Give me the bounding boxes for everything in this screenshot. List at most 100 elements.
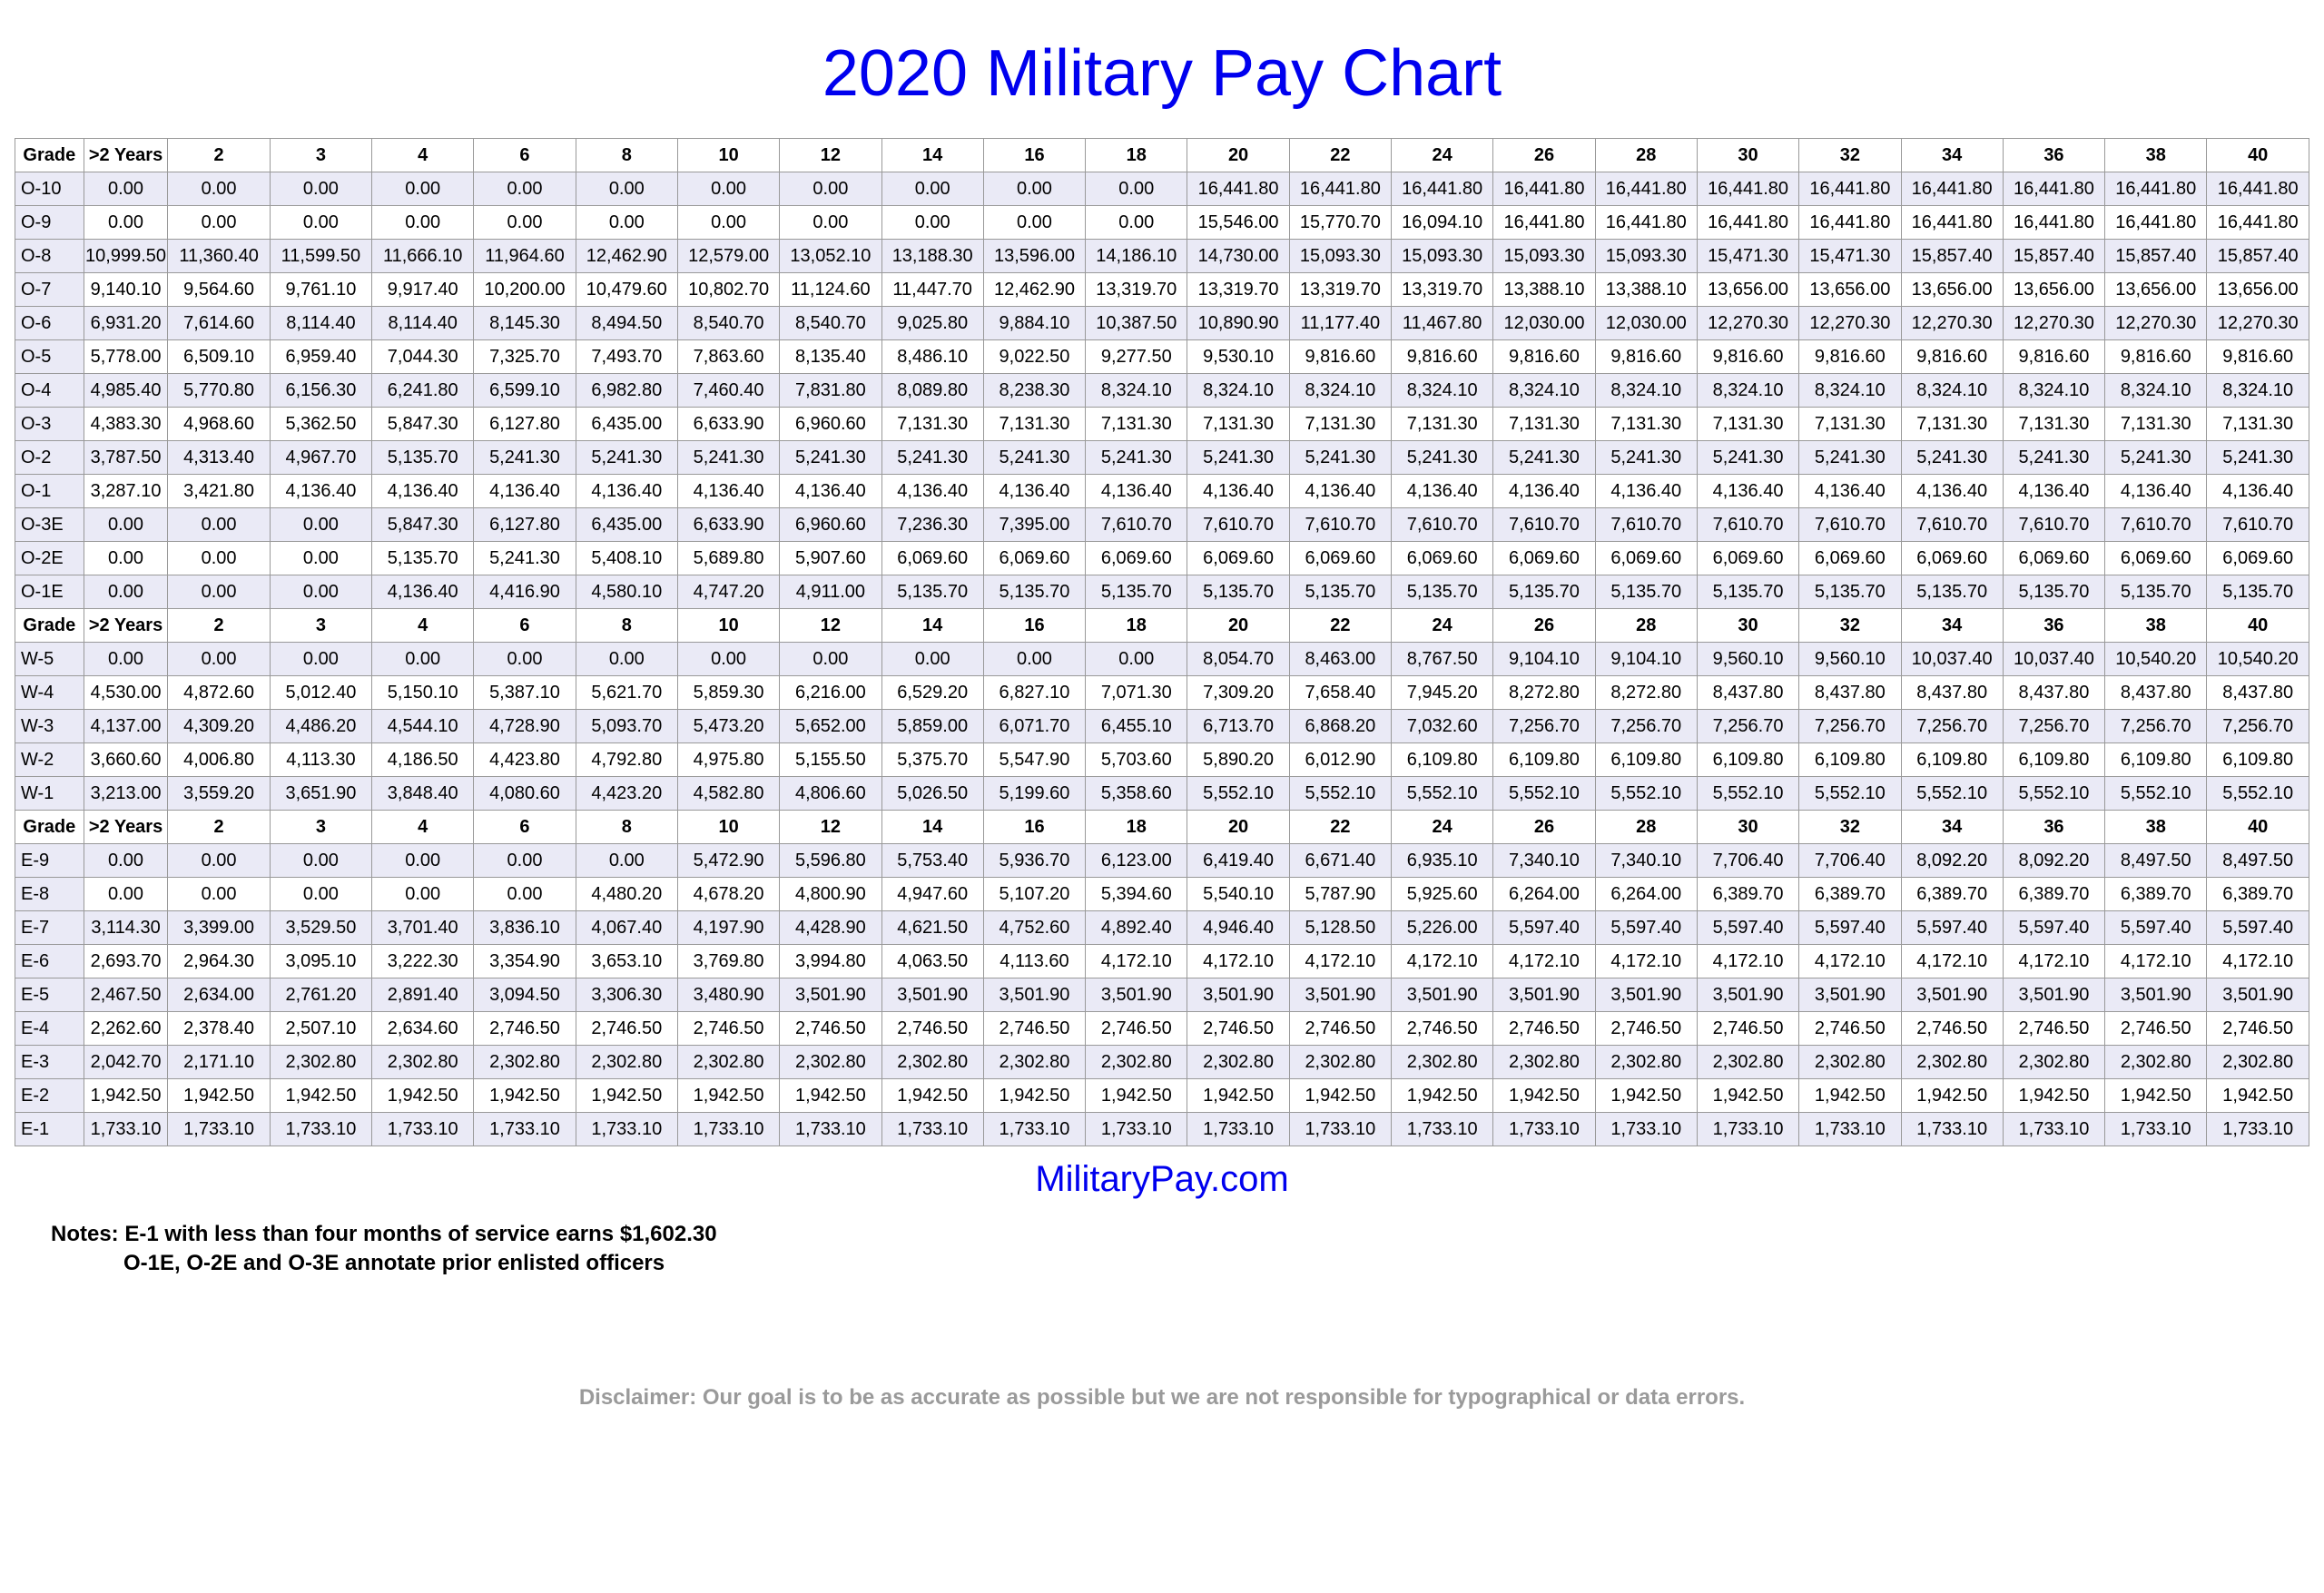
- pay-cell: 5,753.40: [881, 844, 983, 878]
- pay-cell: 6,109.80: [2105, 743, 2207, 777]
- pay-cell: 4,172.10: [1799, 945, 1901, 978]
- pay-cell: 7,256.70: [1493, 710, 1595, 743]
- pay-cell: 0.00: [576, 643, 677, 676]
- column-header: 18: [1086, 811, 1187, 844]
- pay-cell: 8,486.10: [881, 340, 983, 374]
- pay-cell: 13,319.70: [1086, 273, 1187, 307]
- pay-cell: 5,135.70: [1289, 575, 1391, 609]
- column-header: 26: [1493, 811, 1595, 844]
- pay-cell: 4,752.60: [983, 911, 1085, 945]
- pay-cell: 6,069.60: [1392, 542, 1493, 575]
- column-header: 6: [474, 609, 576, 643]
- pay-cell: 5,936.70: [983, 844, 1085, 878]
- pay-cell: 5,135.70: [1392, 575, 1493, 609]
- pay-cell: 3,399.00: [168, 911, 270, 945]
- pay-cell: 1,733.10: [1595, 1113, 1697, 1146]
- pay-cell: 3,769.80: [677, 945, 779, 978]
- pay-cell: 13,188.30: [881, 240, 983, 273]
- pay-cell: 1,733.10: [983, 1113, 1085, 1146]
- pay-cell: 7,044.30: [372, 340, 474, 374]
- pay-cell: 7,309.20: [1187, 676, 1289, 710]
- pay-cell: 3,306.30: [576, 978, 677, 1012]
- pay-cell: 4,911.00: [780, 575, 881, 609]
- pay-cell: 1,942.50: [2003, 1079, 2104, 1113]
- pay-cell: 12,462.90: [576, 240, 677, 273]
- pay-cell: 16,441.80: [1901, 172, 2003, 206]
- pay-cell: 13,656.00: [2105, 273, 2207, 307]
- pay-cell: 7,610.70: [2003, 508, 2104, 542]
- pay-cell: 7,131.30: [1595, 408, 1697, 441]
- column-header: 38: [2105, 609, 2207, 643]
- pay-cell: 16,441.80: [2105, 172, 2207, 206]
- pay-cell: 1,733.10: [2207, 1113, 2309, 1146]
- pay-cell: 5,847.30: [372, 508, 474, 542]
- pay-cell: 7,614.60: [168, 307, 270, 340]
- pay-cell: 6,109.80: [1697, 743, 1798, 777]
- pay-cell: 2,507.10: [270, 1012, 371, 1046]
- column-header: 4: [372, 811, 474, 844]
- pay-cell: 6,509.10: [168, 340, 270, 374]
- pay-cell: 4,113.60: [983, 945, 1085, 978]
- pay-cell: 9,816.60: [1697, 340, 1798, 374]
- pay-cell: 16,441.80: [1799, 172, 1901, 206]
- pay-cell: 6,069.60: [1595, 542, 1697, 575]
- pay-cell: 4,792.80: [576, 743, 677, 777]
- pay-cell: 4,728.90: [474, 710, 576, 743]
- pay-cell: 8,324.10: [1289, 374, 1391, 408]
- pay-cell: 8,497.50: [2207, 844, 2309, 878]
- pay-cell: 8,437.80: [1697, 676, 1798, 710]
- table-row: O-44,985.405,770.806,156.306,241.806,599…: [15, 374, 2309, 408]
- pay-cell: 12,270.30: [1799, 307, 1901, 340]
- pay-cell: 12,270.30: [2207, 307, 2309, 340]
- pay-cell: 13,319.70: [1289, 273, 1391, 307]
- pay-cell: 3,559.20: [168, 777, 270, 811]
- pay-cell: 5,689.80: [677, 542, 779, 575]
- grade-cell: O-1E: [15, 575, 84, 609]
- pay-cell: 16,441.80: [1901, 206, 2003, 240]
- pay-cell: 8,324.10: [1697, 374, 1798, 408]
- pay-cell: 10,999.50: [84, 240, 168, 273]
- pay-cell: 8,272.80: [1493, 676, 1595, 710]
- pay-cell: 9,816.60: [1493, 340, 1595, 374]
- column-header: 16: [983, 811, 1085, 844]
- pay-cell: 0.00: [474, 643, 576, 676]
- note-2: O-1E, O-2E and O-3E annotate prior enlis…: [123, 1251, 2309, 1276]
- pay-cell: 8,092.20: [1901, 844, 2003, 878]
- pay-cell: 4,423.80: [474, 743, 576, 777]
- column-header: 2: [168, 609, 270, 643]
- pay-cell: 7,131.30: [881, 408, 983, 441]
- pay-cell: 3,701.40: [372, 911, 474, 945]
- pay-cell: 4,872.60: [168, 676, 270, 710]
- column-header: 40: [2207, 609, 2309, 643]
- column-header: 3: [270, 811, 371, 844]
- pay-cell: 5,150.10: [372, 676, 474, 710]
- pay-cell: 5,107.20: [983, 878, 1085, 911]
- pay-cell: 6,216.00: [780, 676, 881, 710]
- pay-cell: 8,092.20: [2003, 844, 2104, 878]
- pay-cell: 1,942.50: [1697, 1079, 1798, 1113]
- pay-cell: 7,256.70: [1901, 710, 2003, 743]
- pay-cell: 5,552.10: [1392, 777, 1493, 811]
- pay-cell: 7,131.30: [2207, 408, 2309, 441]
- grade-cell: W-4: [15, 676, 84, 710]
- column-header: 20: [1187, 139, 1289, 172]
- pay-cell: 13,656.00: [1697, 273, 1798, 307]
- pay-cell: 7,610.70: [1595, 508, 1697, 542]
- pay-cell: 1,733.10: [168, 1113, 270, 1146]
- pay-cell: 0.00: [270, 878, 371, 911]
- pay-cell: 4,313.40: [168, 441, 270, 475]
- pay-cell: 0.00: [270, 844, 371, 878]
- pay-cell: 9,917.40: [372, 273, 474, 307]
- pay-cell: 9,140.10: [84, 273, 168, 307]
- pay-cell: 1,733.10: [1392, 1113, 1493, 1146]
- pay-cell: 2,467.50: [84, 978, 168, 1012]
- pay-cell: 14,186.10: [1086, 240, 1187, 273]
- pay-cell: 2,746.50: [1392, 1012, 1493, 1046]
- pay-cell: 5,408.10: [576, 542, 677, 575]
- column-header: 3: [270, 609, 371, 643]
- pay-cell: 4,423.20: [576, 777, 677, 811]
- pay-cell: 3,501.90: [2003, 978, 2104, 1012]
- pay-cell: 4,580.10: [576, 575, 677, 609]
- pay-cell: 4,172.10: [1697, 945, 1798, 978]
- pay-cell: 6,109.80: [1392, 743, 1493, 777]
